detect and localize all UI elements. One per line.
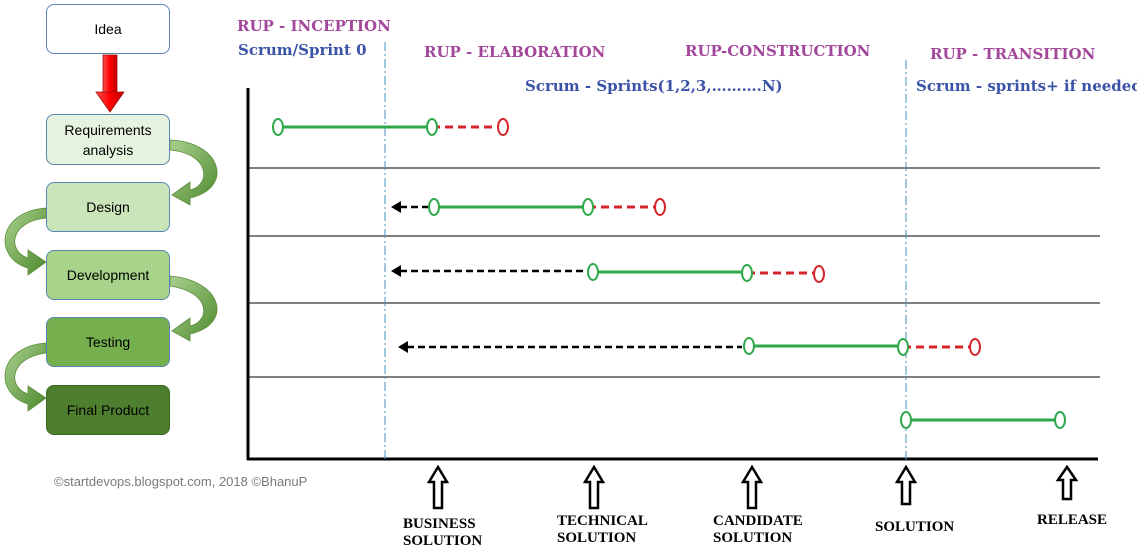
requirements-label-line1: Requirements	[64, 121, 152, 138]
milestone-node	[582, 198, 594, 216]
curve-arrow-requirements-design	[169, 139, 218, 206]
timeline-row-1	[272, 118, 509, 136]
milestone-node	[272, 118, 284, 136]
technical-line2: SOLUTION	[557, 530, 637, 546]
candidate-line1: CANDIDATE	[713, 513, 803, 529]
milestone-node	[897, 338, 909, 356]
phase-inception-sub-label: Scrum/Sprint 0	[238, 41, 367, 59]
row-separators	[248, 167, 1100, 378]
milestone-node	[741, 264, 753, 282]
milestone-technical-solution: TECHNICAL SOLUTION	[557, 513, 648, 547]
design-label: Design	[86, 199, 130, 215]
milestone-node	[1054, 411, 1066, 429]
solution-arrow-icon	[894, 464, 918, 506]
milestone-node	[813, 265, 825, 283]
milestone-solution: SOLUTION	[875, 519, 955, 535]
business-line2: SOLUTION	[403, 533, 483, 549]
development-box: Development	[46, 250, 170, 300]
milestone-node	[497, 118, 509, 136]
curve-arrow-design-development	[4, 207, 47, 276]
flow-curved-arrows	[4, 139, 218, 412]
curve-arrow-testing-final	[4, 342, 47, 412]
timeline-row-2	[391, 198, 666, 216]
technical-line1: TECHNICAL	[557, 513, 648, 529]
milestone-candidate-solution: CANDIDATE SOLUTION	[713, 513, 803, 547]
milestone-node	[654, 198, 666, 216]
milestone-node	[743, 337, 755, 355]
business-solution-arrow-icon	[426, 464, 450, 510]
idea-label: Idea	[94, 21, 122, 37]
requirements-label-line2: analysis	[82, 141, 134, 158]
milestone-business-solution: BUSINESS SOLUTION	[403, 516, 482, 550]
milestone-release: RELEASE	[1037, 512, 1108, 528]
phase-transition-label: RUP - TRANSITION	[930, 45, 1096, 63]
testing-box: Testing	[46, 317, 170, 367]
timeline-row-4	[398, 337, 981, 356]
candidate-solution-arrow-icon	[740, 464, 764, 510]
phase-transition-sub-label: Scrum - sprints+ if needed	[916, 77, 1137, 95]
business-line1: BUSINESS	[403, 516, 476, 532]
timeline-row-3	[391, 263, 825, 283]
requirements-box: Requirements analysis	[46, 114, 170, 165]
curve-arrow-development-testing	[169, 275, 218, 342]
phase-construction-label: RUP-CONSTRUCTION	[685, 42, 871, 60]
development-label: Development	[66, 267, 150, 283]
testing-label: Testing	[85, 334, 131, 350]
phase-elaboration-label: RUP - ELABORATION	[424, 43, 606, 61]
timeline-row-5	[900, 411, 1066, 429]
final-product-box: Final Product	[46, 385, 170, 435]
phase-inception-label: RUP - INCEPTION	[237, 17, 391, 35]
milestone-node	[428, 198, 440, 216]
milestone-up-arrows	[426, 464, 1079, 510]
milestone-node	[969, 338, 981, 356]
requirements-label-wrap: Requirements analysis	[64, 120, 151, 160]
milestone-node	[426, 118, 438, 136]
technical-solution-arrow-icon	[582, 464, 606, 510]
candidate-line2: SOLUTION	[713, 530, 793, 546]
idea-box: Idea	[46, 4, 170, 54]
milestone-node	[900, 411, 912, 429]
idea-to-requirements-arrow	[95, 54, 125, 113]
phase-construction-sub-label: Scrum - Sprints(1,2,3,……….N)	[525, 77, 783, 95]
final-product-label: Final Product	[66, 402, 150, 418]
design-box: Design	[46, 182, 170, 232]
release-arrow-icon	[1055, 464, 1079, 501]
copyright-text: ©startdevops.blogspot.com, 2018 ©BhanuP	[54, 474, 308, 489]
milestone-node	[587, 263, 599, 281]
